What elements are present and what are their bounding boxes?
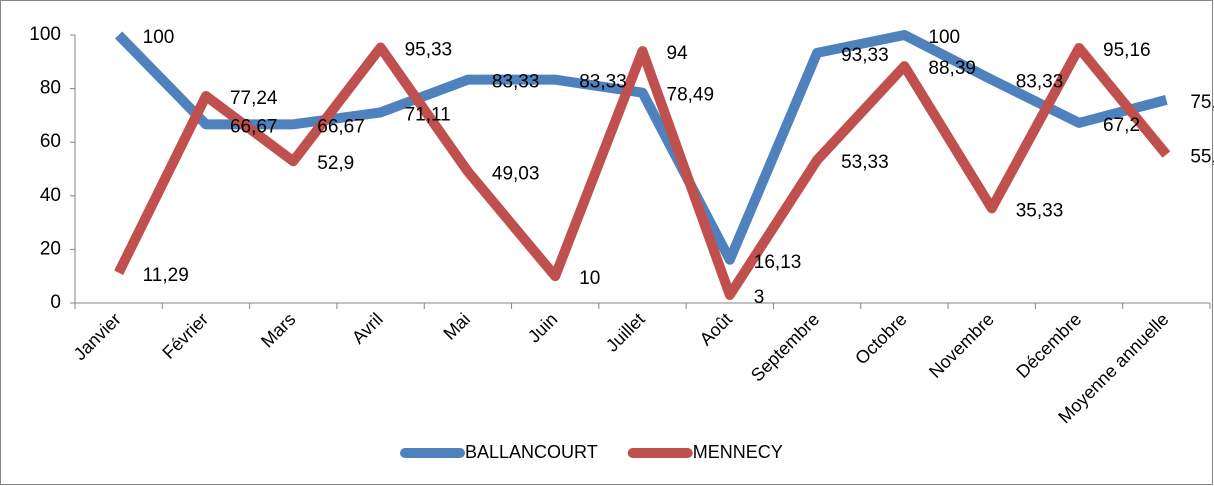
data-label: 11,29 (143, 265, 189, 286)
data-label: 83,33 (579, 72, 627, 93)
data-label: 71,11 (405, 104, 451, 125)
data-label: 75,80 (1190, 92, 1214, 113)
y-tick-label: 80 (40, 78, 61, 99)
data-label: 53,33 (841, 152, 889, 173)
data-label: 95,16 (1103, 40, 1151, 61)
data-label: 100 (928, 27, 960, 48)
legend-label: MENNECY (693, 442, 783, 462)
data-label: 94 (667, 43, 689, 64)
y-tick-label: 60 (40, 131, 61, 152)
data-label: 66,67 (230, 116, 278, 137)
data-label: 67,2 (1103, 115, 1140, 136)
data-label: 16,13 (754, 252, 802, 273)
y-tick-label: 100 (29, 24, 61, 45)
data-label: 83,33 (1016, 72, 1064, 93)
data-label: 10 (579, 268, 600, 289)
data-label: 95,33 (405, 40, 453, 61)
data-label: 35,33 (1016, 200, 1064, 221)
data-label: 77,24 (230, 88, 278, 109)
y-tick-label: 40 (40, 185, 61, 206)
data-label: 83,33 (492, 72, 540, 93)
data-label: 3 (754, 287, 765, 308)
series-line (114, 42, 1171, 300)
y-tick-label: 20 (40, 238, 61, 259)
data-label: 49,03 (492, 164, 540, 185)
series-line (115, 30, 1168, 265)
data-label: 88,39 (928, 58, 976, 79)
data-label: 55,40 (1190, 147, 1214, 168)
data-label: 52,9 (317, 153, 354, 174)
data-label: 93,33 (841, 45, 889, 66)
data-label: 78,49 (667, 85, 715, 106)
legend-label: BALLANCOURT (465, 442, 598, 462)
y-tick-label: 0 (50, 292, 61, 313)
data-label: 66,67 (317, 116, 365, 137)
data-label: 100 (143, 27, 175, 48)
